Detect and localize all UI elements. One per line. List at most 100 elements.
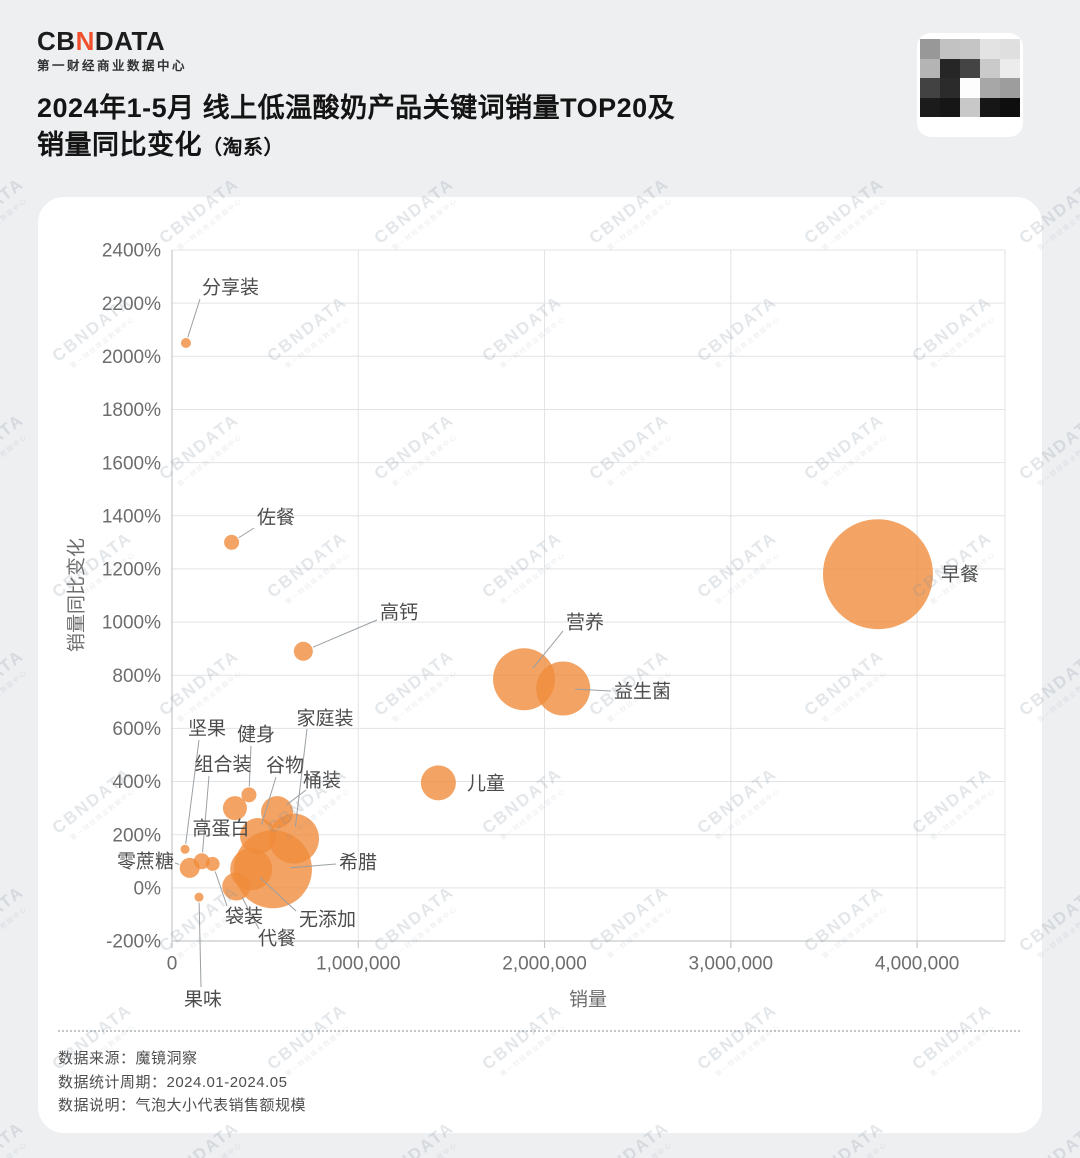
logo-subtitle: 第一财经商业数据中心 (37, 59, 188, 73)
qr-pixel (960, 39, 980, 59)
y-tick-label: 800% (112, 666, 161, 687)
qr-pixel (920, 78, 940, 98)
chart-bubble (261, 796, 294, 829)
leader-line (248, 745, 252, 787)
leader-line (259, 877, 297, 912)
bubble-label: 零蔗糖 (117, 851, 174, 873)
x-tick-label: 0 (167, 954, 178, 975)
y-tick-label: -200% (106, 932, 161, 953)
chart-bubble (205, 856, 220, 871)
bubble-label: 健身 (237, 724, 275, 746)
leader-line (294, 728, 308, 827)
x-tick-label: 4,000,000 (875, 954, 960, 975)
qr-pixel (920, 39, 940, 59)
qr-pixel (1000, 78, 1020, 98)
leader-line (532, 630, 564, 669)
chart-bubble (194, 892, 204, 902)
y-tick-label: 400% (112, 772, 161, 793)
y-tick-label: 600% (112, 719, 161, 740)
title-line-1: 2024年1-5月 线上低温酸奶产品关键词销量TOP20及 (37, 93, 676, 123)
bubble-label: 无添加 (299, 909, 356, 931)
qr-code (917, 33, 1023, 137)
bubble-label: 分享装 (202, 277, 259, 299)
x-tick-label: 2,000,000 (502, 954, 587, 975)
chart-bubble (222, 796, 247, 821)
x-tick-label: 1,000,000 (316, 954, 401, 975)
leader-line (286, 789, 307, 806)
leader-line (198, 902, 202, 988)
bubble-label: 坚果 (188, 718, 226, 740)
qr-pixel-grid (920, 39, 1020, 117)
bubble-label: 高钙 (380, 602, 418, 624)
chart-bubble (180, 844, 190, 854)
chart-bubble (180, 338, 191, 349)
logo-prefix: CB (37, 26, 76, 56)
bubble-label: 果味 (184, 989, 222, 1011)
qr-pixel (1000, 58, 1020, 78)
leader-line (575, 688, 612, 692)
y-tick-label: 200% (112, 825, 161, 846)
y-tick-label: 2200% (102, 294, 161, 315)
leader-line (202, 775, 210, 853)
bubble-label: 谷物 (266, 755, 304, 777)
qr-pixel (940, 78, 960, 98)
title-line-2: 销量同比变化（淘系） (37, 127, 675, 167)
bubble-label: 营养 (566, 612, 604, 634)
x-tick-label: 3,000,000 (689, 954, 774, 975)
y-tick-label: 1000% (102, 613, 161, 634)
y-tick-label: 2000% (102, 347, 161, 368)
chart-bubble (241, 787, 257, 803)
logo-suffix: DATA (94, 26, 166, 56)
qr-pixel (960, 97, 980, 117)
footer: 数据来源：魔镜洞察 数据统计周期：2024.01-2024.05 数据说明：气泡… (58, 1047, 306, 1118)
chart-bubble (536, 661, 591, 716)
chart-bubble (240, 818, 277, 855)
qr-pixel (980, 97, 1000, 117)
y-tick-label: 0% (134, 878, 162, 899)
logo-accent-n: N (75, 26, 95, 56)
chart-bubble (224, 534, 240, 550)
qr-pixel (980, 58, 1000, 78)
bubble-label: 桶装 (303, 770, 341, 792)
bubble-label: 佐餐 (257, 507, 295, 529)
leader-line (312, 619, 378, 648)
title-line-2-suffix: （淘系） (202, 137, 284, 159)
qr-pixel (1000, 97, 1020, 117)
leader-line (214, 871, 228, 907)
data-note: 数据说明：气泡大小代表销售额规模 (58, 1097, 307, 1114)
bubble-label: 高蛋白 (192, 818, 249, 840)
leader-line (238, 527, 255, 539)
y-tick-label: 1600% (102, 453, 161, 474)
bubble-label: 代餐 (258, 928, 296, 950)
leader-line (185, 739, 200, 844)
data-source: 数据来源：魔镜洞察 (58, 1050, 198, 1067)
bubble-label: 组合装 (194, 754, 251, 776)
page-title: 2024年1-5月 线上低温酸奶产品关键词销量TOP20及 销量同比变化（淘系） (37, 90, 675, 167)
chart-bubble (822, 519, 933, 630)
y-axis-title: 销量同比变化 (66, 538, 88, 652)
logo-wordmark: CBNDATA (37, 28, 187, 54)
qr-pixel (940, 58, 960, 78)
y-tick-label: 2400% (102, 241, 161, 262)
qr-pixel (920, 58, 940, 78)
leader-line (187, 298, 201, 338)
bubble-label: 益生菌 (614, 681, 671, 703)
footer-divider (58, 1030, 1020, 1032)
qr-pixel (1000, 39, 1020, 59)
bubble-label: 希腊 (339, 852, 377, 874)
qr-pixel (920, 97, 940, 117)
qr-pixel (940, 39, 960, 59)
bubble-label: 袋装 (225, 906, 263, 928)
bubble-label: 儿童 (467, 773, 505, 795)
cbndata-logo: CBNDATA 第一财经商业数据中心 (37, 28, 187, 73)
x-axis-title: 销量 (569, 989, 607, 1011)
qr-pixel (980, 39, 1000, 59)
bubble-label: 早餐 (941, 564, 979, 586)
y-tick-label: 1800% (102, 400, 161, 421)
title-line-2-main: 销量同比变化 (37, 130, 202, 160)
y-tick-label: 1400% (102, 506, 161, 527)
chart-bubble (420, 765, 456, 801)
leader-line (241, 896, 260, 930)
